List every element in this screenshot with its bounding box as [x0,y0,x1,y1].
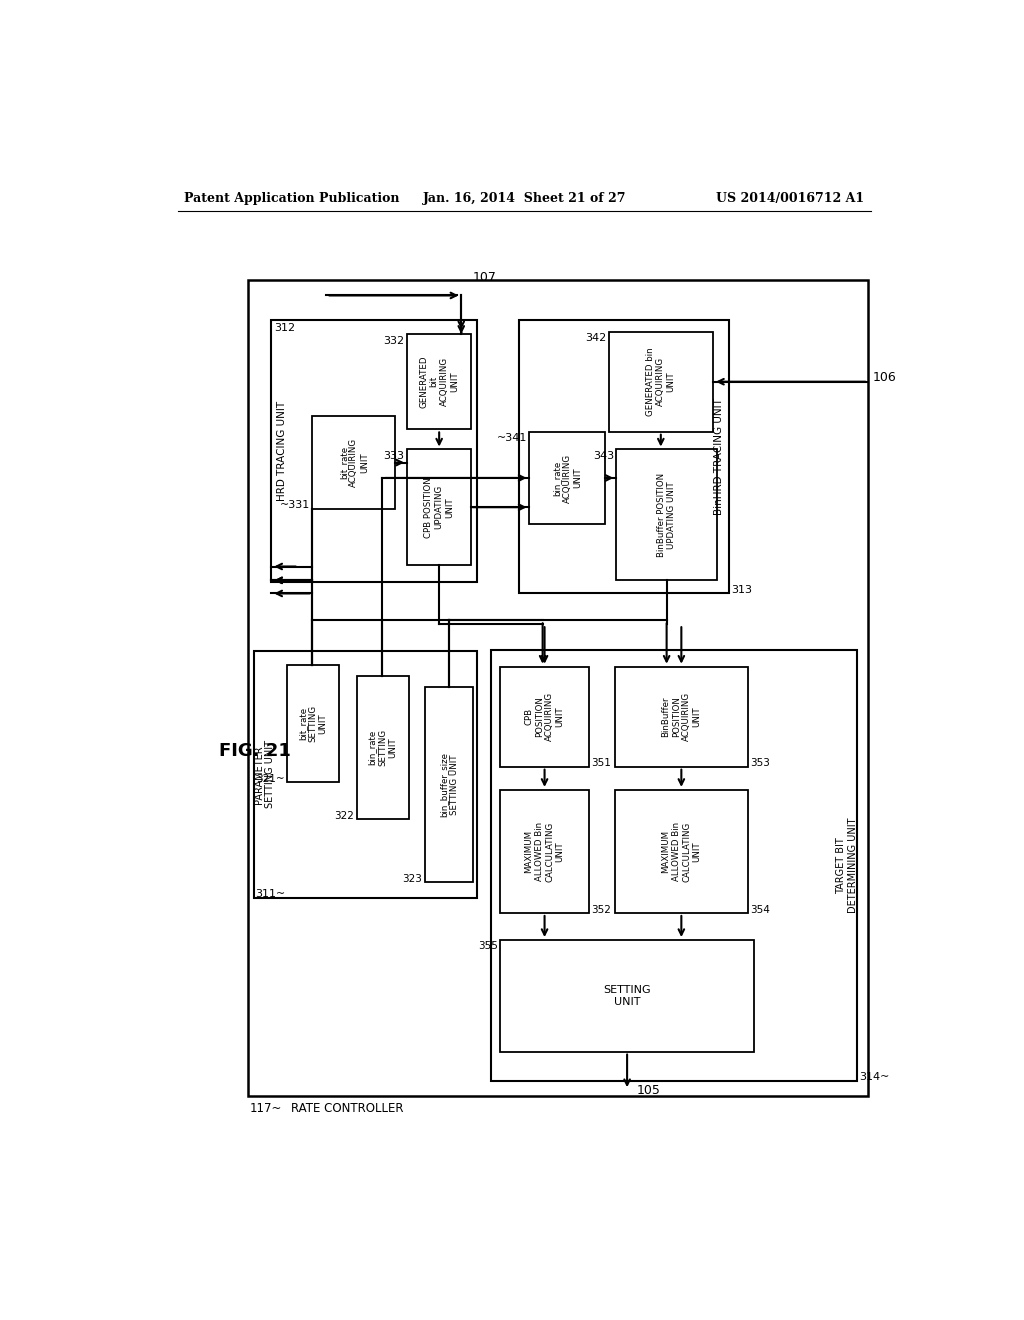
Text: 106: 106 [872,371,897,384]
Text: Patent Application Publication: Patent Application Publication [183,191,399,205]
Text: bin_buffer_size
SETTING UNIT: bin_buffer_size SETTING UNIT [439,752,459,817]
Text: 352: 352 [592,904,611,915]
Text: 105: 105 [636,1084,660,1097]
Bar [519,321,729,594]
Text: FIG. 21: FIG. 21 [219,742,291,760]
Text: 117~: 117~ [250,1102,282,1115]
Text: TARGET BIT
DETERMINING UNIT: TARGET BIT DETERMINING UNIT [837,817,858,913]
Text: 314~: 314~ [859,1072,889,1082]
Text: 321~: 321~ [256,774,285,784]
Text: bin_rate
ACQUIRING
UNIT: bin_rate ACQUIRING UNIT [552,453,582,503]
Text: 353: 353 [751,758,770,768]
Text: ~331: ~331 [280,500,310,511]
Bar [500,667,589,767]
Bar [312,416,395,508]
Text: MAXIMUM
ALLOWED Bin
CALCULATING
UNIT: MAXIMUM ALLOWED Bin CALCULATING UNIT [662,821,701,882]
Text: SETTING
UNIT: SETTING UNIT [603,985,651,1007]
Text: CPB POSITION
UPDATING
UNIT: CPB POSITION UPDATING UNIT [424,477,454,537]
Bar [614,667,748,767]
Text: 313: 313 [731,585,752,595]
Bar [248,280,868,1096]
Text: 351: 351 [592,758,611,768]
Bar [425,686,473,882]
Text: HRD TRACING UNIT: HRD TRACING UNIT [278,401,287,502]
Bar [271,321,477,582]
Text: CPB
POSITION
ACQUIRING
UNIT: CPB POSITION ACQUIRING UNIT [524,692,564,742]
Text: BinBuffer POSITION
UPDATING UNIT: BinBuffer POSITION UPDATING UNIT [657,473,676,557]
Text: bit_rate
ACQUIRING
UNIT: bit_rate ACQUIRING UNIT [339,438,369,487]
Text: 354: 354 [751,904,770,915]
Text: 311~: 311~ [255,890,286,899]
Bar [407,449,471,565]
Bar [490,649,856,1081]
Text: BinBuffer
POSITION
ACQUIRING
UNIT: BinBuffer POSITION ACQUIRING UNIT [662,692,701,742]
Bar [287,665,339,781]
Text: 312: 312 [273,323,295,333]
Text: PARAMETER
SETTING UNIT: PARAMETER SETTING UNIT [254,741,275,808]
Bar [407,334,471,429]
Text: RATE CONTROLLER: RATE CONTROLLER [291,1102,403,1115]
Bar [254,651,477,898]
Text: 342: 342 [585,333,606,343]
Bar [608,331,713,432]
Bar [529,432,604,524]
Text: 333: 333 [384,451,404,461]
Bar [500,940,755,1052]
Text: US 2014/0016712 A1: US 2014/0016712 A1 [716,191,864,205]
Text: 322: 322 [335,810,354,821]
Text: 323: 323 [402,874,423,884]
Text: 332: 332 [384,335,404,346]
Text: bin_rate
SETTING
UNIT: bin_rate SETTING UNIT [368,729,397,766]
Text: BinHRD TRACING UNIT: BinHRD TRACING UNIT [715,399,724,515]
Bar [614,789,748,913]
Text: MAXIMUM
ALLOWED Bin
CALCULATING
UNIT: MAXIMUM ALLOWED Bin CALCULATING UNIT [524,821,564,882]
Text: 107: 107 [473,271,497,284]
Bar [356,676,409,818]
Text: GENERATED
bit
ACQUIRING
UNIT: GENERATED bit ACQUIRING UNIT [419,355,459,408]
Text: Jan. 16, 2014  Sheet 21 of 27: Jan. 16, 2014 Sheet 21 of 27 [423,191,627,205]
Text: bit_rate
SETTING
UNIT: bit_rate SETTING UNIT [298,705,328,742]
Text: ~341: ~341 [497,433,527,444]
Text: 355: 355 [478,941,498,952]
Bar [500,789,589,913]
Text: 343: 343 [593,451,614,461]
Text: GENERATED bin
ACQUIRING
UNIT: GENERATED bin ACQUIRING UNIT [646,347,676,416]
Bar [616,450,717,581]
